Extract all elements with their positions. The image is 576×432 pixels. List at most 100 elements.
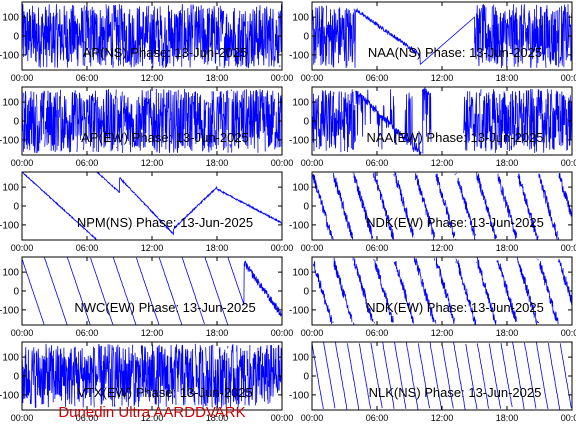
panel-title: AP(NS) Phase: 13-Jun-2025 bbox=[83, 45, 248, 60]
x-tick-label: 00:00 bbox=[11, 243, 34, 253]
y-tick-label: -100 bbox=[0, 220, 19, 231]
y-tick-label: 100 bbox=[292, 98, 309, 109]
y-tick-label: 100 bbox=[292, 353, 309, 364]
panel-title: NDK(EW) Phase: 13-Jun-2025 bbox=[366, 215, 544, 230]
y-tick-label: 100 bbox=[292, 268, 309, 279]
phase-panel-8: -100 0 100 00:00 06:00 12:00 18:00 00:00 NDK(EW)… bbox=[289, 256, 576, 338]
y-tick-label: 0 bbox=[13, 287, 19, 298]
x-tick-label: 12:00 bbox=[141, 413, 164, 423]
y-tick-label: -100 bbox=[0, 50, 19, 61]
x-tick-label: 06:00 bbox=[76, 243, 99, 253]
x-tick-label: 00:00 bbox=[561, 73, 576, 83]
x-tick-label: 00:00 bbox=[561, 413, 576, 423]
x-tick-label: 00:00 bbox=[271, 73, 294, 83]
x-tick-label: 12:00 bbox=[141, 328, 164, 338]
x-tick-label: 18:00 bbox=[206, 243, 229, 253]
x-tick-label: 06:00 bbox=[366, 413, 389, 423]
y-tick-label: 0 bbox=[303, 32, 309, 43]
y-tick-label: -100 bbox=[289, 390, 309, 401]
panel-title: NAA(NS) Phase: 13-Jun-2025 bbox=[368, 45, 542, 60]
phase-trace bbox=[22, 3, 282, 69]
x-tick-label: 18:00 bbox=[206, 73, 229, 83]
phase-panel-5: -100 0 100 00:00 06:00 12:00 18:00 00:00 NPM(NS)… bbox=[0, 171, 294, 253]
y-tick-label: -100 bbox=[289, 305, 309, 316]
x-tick-label: 00:00 bbox=[271, 413, 294, 423]
phase-trace bbox=[22, 257, 282, 325]
x-tick-label: 18:00 bbox=[496, 328, 519, 338]
x-tick-label: 06:00 bbox=[76, 73, 99, 83]
x-tick-label: 00:00 bbox=[301, 413, 324, 423]
x-tick-label: 06:00 bbox=[366, 158, 389, 168]
phase-trace bbox=[312, 172, 572, 240]
x-tick-label: 00:00 bbox=[271, 158, 294, 168]
x-tick-label: 00:00 bbox=[301, 243, 324, 253]
x-tick-label: 12:00 bbox=[431, 328, 454, 338]
y-tick-label: -100 bbox=[0, 390, 19, 401]
x-tick-label: 00:00 bbox=[11, 158, 34, 168]
panel-title: NPM(NS) Phase: 13-Jun-2025 bbox=[77, 215, 253, 230]
y-tick-label: 100 bbox=[2, 353, 19, 364]
y-tick-label: -100 bbox=[289, 135, 309, 146]
y-tick-label: 100 bbox=[292, 13, 309, 24]
x-tick-label: 18:00 bbox=[206, 158, 229, 168]
y-tick-label: -100 bbox=[0, 305, 19, 316]
y-tick-label: 0 bbox=[13, 202, 19, 213]
x-tick-label: 18:00 bbox=[206, 413, 229, 423]
x-tick-label: 12:00 bbox=[141, 158, 164, 168]
footer-label: Dunedin Ultra AARDDVARK bbox=[58, 404, 246, 421]
phase-panel-6: -100 0 100 00:00 06:00 12:00 18:00 00:00 NDK(EW)… bbox=[289, 171, 576, 253]
x-tick-label: 12:00 bbox=[431, 158, 454, 168]
y-tick-label: 100 bbox=[2, 13, 19, 24]
panel-title: AP(EW) Phase: 13-Jun-2025 bbox=[81, 130, 249, 145]
x-tick-label: 18:00 bbox=[496, 158, 519, 168]
x-tick-label: 06:00 bbox=[366, 328, 389, 338]
panel-title: VTX(EW) Phase: 13-Jun-2025 bbox=[77, 385, 253, 400]
phase-trace bbox=[22, 343, 282, 409]
phase-panel-9: -100 0 100 00:00 06:00 12:00 18:00 00:00 VTX(EW)… bbox=[0, 341, 294, 423]
y-tick-label: 100 bbox=[292, 183, 309, 194]
y-tick-label: 100 bbox=[2, 98, 19, 109]
x-tick-label: 06:00 bbox=[76, 413, 99, 423]
x-tick-label: 06:00 bbox=[76, 158, 99, 168]
phase-panel-3: -100 0 100 00:00 06:00 12:00 18:00 00:00 AP(EW) … bbox=[0, 86, 294, 168]
y-tick-label: 100 bbox=[2, 268, 19, 279]
x-tick-label: 00:00 bbox=[561, 243, 576, 253]
phase-panel-4: -100 0 100 00:00 06:00 12:00 18:00 00:00 NAA(EW)… bbox=[289, 86, 576, 168]
x-tick-label: 00:00 bbox=[301, 73, 324, 83]
x-tick-label: 00:00 bbox=[271, 243, 294, 253]
y-tick-label: 0 bbox=[13, 32, 19, 43]
phase-trace bbox=[22, 88, 282, 154]
x-tick-label: 00:00 bbox=[561, 158, 576, 168]
x-tick-label: 12:00 bbox=[431, 243, 454, 253]
x-tick-label: 12:00 bbox=[431, 73, 454, 83]
x-tick-label: 12:00 bbox=[431, 413, 454, 423]
x-tick-label: 18:00 bbox=[206, 328, 229, 338]
x-tick-label: 00:00 bbox=[11, 328, 34, 338]
y-tick-label: 0 bbox=[13, 117, 19, 128]
x-tick-label: 06:00 bbox=[366, 243, 389, 253]
y-tick-label: -100 bbox=[0, 135, 19, 146]
x-tick-label: 00:00 bbox=[11, 413, 34, 423]
x-tick-label: 12:00 bbox=[141, 243, 164, 253]
y-tick-label: 0 bbox=[303, 287, 309, 298]
x-tick-label: 12:00 bbox=[141, 73, 164, 83]
y-tick-label: -100 bbox=[289, 50, 309, 61]
x-tick-label: 00:00 bbox=[301, 328, 324, 338]
phase-panel-1: -100 0 100 00:00 06:00 12:00 18:00 00:00 AP(NS) … bbox=[0, 1, 294, 83]
x-tick-label: 00:00 bbox=[11, 73, 34, 83]
x-tick-label: 06:00 bbox=[366, 73, 389, 83]
y-tick-label: 0 bbox=[303, 372, 309, 383]
x-tick-label: 18:00 bbox=[496, 73, 519, 83]
phase-trace bbox=[312, 342, 572, 410]
phase-panel-7: -100 0 100 00:00 06:00 12:00 18:00 00:00 NWC(EW)… bbox=[0, 256, 294, 338]
phase-panel-2: -100 0 100 00:00 06:00 12:00 18:00 00:00 NAA(NS)… bbox=[289, 1, 576, 83]
panel-title: NDK(EW) Phase: 13-Jun-2025 bbox=[366, 300, 544, 315]
y-tick-label: 0 bbox=[303, 202, 309, 213]
phase-panel-10: -100 0 100 00:00 06:00 12:00 18:00 00:00 NLK(NS)… bbox=[289, 341, 576, 423]
y-tick-label: 0 bbox=[13, 372, 19, 383]
y-tick-label: 100 bbox=[2, 183, 19, 194]
x-tick-label: 00:00 bbox=[271, 328, 294, 338]
x-tick-label: 00:00 bbox=[561, 328, 576, 338]
panel-title: NAA(EW) Phase: 13-Jun-2025 bbox=[366, 130, 543, 145]
x-tick-label: 18:00 bbox=[496, 243, 519, 253]
